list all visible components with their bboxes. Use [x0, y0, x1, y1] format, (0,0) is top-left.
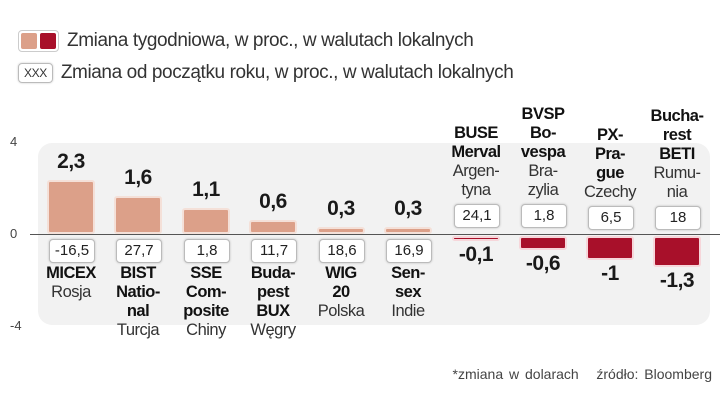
legend-weekly: Zmiana tygodniowa, w proc., w walutach l… — [18, 30, 474, 52]
index-name: BUSE — [454, 124, 498, 142]
ytd-value-box: 16,9 — [386, 239, 432, 263]
ytd-value-box: 18,6 — [319, 239, 365, 263]
legend-weekly-label: Zmiana tygodniowa, w proc., w walutach l… — [67, 30, 474, 51]
category-label: Bucha-rest BETI Rumu-nia — [639, 107, 715, 202]
legend-swatch-ytd: XXX — [18, 63, 53, 83]
ytd-value-box: 1,8 — [521, 204, 567, 228]
bar-weekly — [317, 226, 365, 234]
category-label: WIG 20 Polska — [303, 264, 379, 321]
bar-weekly — [182, 208, 230, 234]
weekly-value-label: 1,1 — [192, 178, 220, 202]
y-tick-0: 0 — [10, 226, 18, 241]
index-name: BVSP — [521, 105, 565, 123]
ytd-value-box: 27,7 — [116, 239, 162, 263]
index-name: sex — [394, 283, 422, 301]
index-name: Buda- — [250, 264, 296, 282]
legend-ytd-label: Zmiana od początku roku, w proc., w walu… — [60, 62, 514, 83]
y-tick-4: 4 — [10, 134, 18, 149]
country-name: Polska — [317, 302, 365, 320]
category-label: BIST Natio-nal Turcja — [100, 264, 176, 340]
weekly-value-label: -0,6 — [525, 252, 561, 276]
country-name: Rumu- — [653, 164, 701, 182]
index-name: WIG — [325, 264, 357, 282]
index-name: Natio- — [116, 283, 160, 301]
bar-weekly — [452, 236, 500, 241]
index-name: Merval — [451, 143, 501, 161]
bar-weekly — [586, 236, 634, 260]
category-label: Sen-sex Indie — [370, 264, 446, 321]
ytd-value-box: 6,5 — [588, 206, 634, 230]
category-label: PX- Pra-gue Czechy — [572, 126, 648, 202]
index-name: Sen- — [391, 264, 425, 282]
country-name: Węgry — [250, 321, 296, 339]
legend-swatch-weekly — [18, 30, 59, 52]
country-name: Argen- — [452, 162, 500, 180]
index-name: nal — [126, 302, 150, 320]
footer: *zmiana w dolarach źródło: Bloomberg — [453, 366, 712, 382]
index-name: vespa — [520, 143, 566, 161]
weekly-value-label: 1,6 — [124, 166, 152, 190]
index-name: 20 — [332, 283, 350, 301]
index-name: Pra- — [594, 145, 626, 163]
country-name: nia — [666, 183, 688, 201]
footer-note: *zmiana w dolarach — [452, 366, 579, 382]
index-name: BETI — [659, 145, 695, 163]
category-label: MICEX Rosja — [33, 264, 109, 302]
index-name: Com- — [185, 283, 227, 301]
country-name: Rosja — [51, 283, 91, 301]
index-name: pest — [257, 283, 289, 301]
weekly-value-label: 0,3 — [394, 196, 422, 220]
weekly-value-label: -0,1 — [458, 243, 494, 266]
ytd-value-box: 11,7 — [251, 239, 297, 263]
index-name: PX- — [596, 126, 624, 144]
index-name: BIST — [120, 264, 156, 282]
zero-line — [30, 234, 720, 235]
ytd-value-box: 24,1 — [454, 204, 500, 228]
ytd-value-box: 1,8 — [184, 239, 230, 263]
weekly-value-label: 0,6 — [259, 189, 287, 213]
ytd-value-box: 18 — [655, 206, 701, 230]
category-label: BVSP Bo-vespa Bra-zylia — [505, 105, 581, 200]
weekly-value-label: -1,3 — [659, 268, 695, 292]
index-name: Bo- — [530, 124, 557, 142]
country-name: Chiny — [186, 321, 226, 339]
bar-weekly — [114, 196, 162, 234]
index-name: Bucha- — [650, 107, 704, 125]
country-name: Indie — [391, 302, 425, 320]
bar-weekly — [47, 179, 95, 234]
index-name: MICEX — [46, 264, 96, 282]
country-name: Czechy — [583, 183, 637, 201]
footer-source: źródło: Bloomberg — [596, 366, 712, 382]
bar-weekly — [249, 219, 297, 234]
category-label: Buda-pest BUX Węgry — [235, 264, 311, 340]
bar-weekly — [653, 236, 701, 267]
country-name: Turcja — [116, 321, 160, 339]
weekly-value-label: 2,3 — [57, 149, 85, 173]
index-name: rest — [662, 126, 692, 144]
index-name: gue — [596, 164, 624, 182]
index-name: BUX — [256, 302, 290, 320]
index-name: SSE — [190, 264, 222, 282]
country-name: tyna — [461, 181, 491, 199]
country-name: zylia — [527, 181, 559, 199]
weekly-value-label: 0,3 — [327, 196, 355, 220]
category-label: BUSE Merval Argen-tyna — [438, 124, 514, 200]
legend-ytd: XXX Zmiana od początku roku, w proc., w … — [18, 62, 514, 84]
category-label: SSE Com-posite Chiny — [168, 264, 244, 340]
weekly-value-label: -1 — [601, 261, 619, 285]
country-name: Bra- — [528, 162, 558, 180]
ytd-value-box: -16,5 — [49, 239, 95, 263]
bar-weekly — [384, 226, 432, 234]
index-name: posite — [183, 302, 229, 320]
y-tick-minus4: -4 — [10, 318, 22, 333]
bar-weekly — [519, 236, 567, 251]
